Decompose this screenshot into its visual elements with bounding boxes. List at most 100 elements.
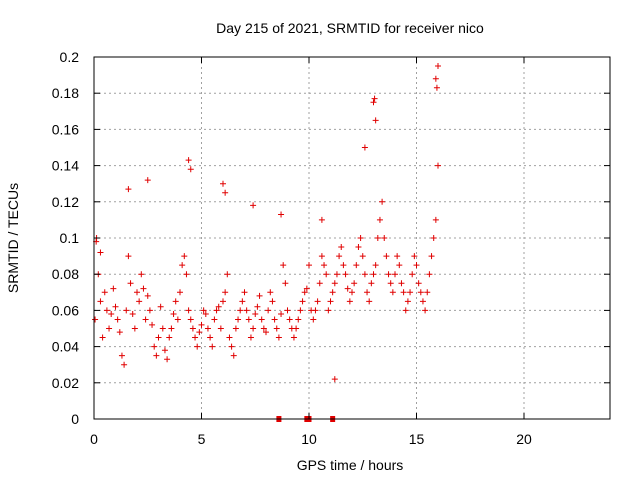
data-point	[295, 316, 302, 323]
data-point	[159, 325, 166, 332]
data-point	[396, 262, 403, 269]
data-point	[271, 316, 278, 323]
data-point	[149, 321, 156, 328]
data-point	[172, 298, 179, 305]
data-point	[256, 292, 263, 299]
x-tick-labels: 0 5 10 15 20	[90, 431, 532, 447]
data-point	[258, 316, 265, 323]
data-point	[187, 316, 194, 323]
data-point	[329, 289, 336, 296]
y-tick-label: 0.08	[52, 266, 79, 282]
data-point	[207, 334, 214, 341]
data-point	[301, 289, 308, 296]
data-point	[239, 298, 246, 305]
data-point	[164, 356, 171, 363]
axis-ticks	[93, 56, 610, 420]
data-point	[435, 63, 441, 70]
data-point	[131, 325, 138, 332]
data-point	[220, 180, 226, 187]
data-point	[118, 352, 125, 359]
data-point	[97, 298, 104, 305]
data-point	[419, 298, 426, 305]
data-point	[327, 298, 334, 305]
data-point	[235, 316, 242, 323]
data-point	[280, 262, 287, 269]
data-point	[394, 253, 401, 260]
data-point	[101, 289, 108, 296]
data-point	[108, 311, 115, 318]
y-tick-label: 0.18	[52, 85, 79, 101]
y-tick-label: 0.06	[52, 302, 79, 318]
data-point	[168, 325, 175, 332]
data-point	[422, 307, 429, 314]
data-point	[222, 189, 229, 196]
data-point	[371, 95, 378, 102]
data-point	[432, 75, 439, 82]
data-point	[381, 235, 388, 241]
data-point	[372, 262, 379, 269]
data-point	[336, 253, 343, 260]
data-point	[241, 289, 248, 296]
data-point	[230, 352, 237, 359]
data-point	[217, 325, 224, 332]
data-point	[333, 271, 340, 278]
data-point	[228, 343, 235, 350]
y-tick-label: 0.12	[52, 194, 79, 210]
data-point	[364, 289, 371, 296]
data-point	[252, 311, 259, 318]
data-point	[316, 280, 323, 287]
data-point	[404, 298, 411, 305]
grid-lines	[93, 56, 610, 420]
data-point	[155, 334, 162, 341]
data-point	[432, 216, 439, 223]
data-point	[349, 289, 355, 296]
y-tick-label: 0.2	[60, 49, 80, 65]
data-point	[359, 253, 366, 260]
data-point	[323, 271, 330, 278]
data-point	[220, 298, 226, 305]
data-point	[372, 117, 379, 124]
data-point	[247, 334, 254, 341]
data-point	[383, 253, 390, 260]
data-point	[125, 253, 132, 260]
data-point	[338, 244, 345, 251]
data-point	[411, 253, 418, 260]
data-point	[103, 307, 110, 314]
x-tick-label: 10	[301, 431, 317, 447]
data-point	[142, 316, 149, 323]
data-point	[129, 311, 136, 318]
data-point	[344, 285, 351, 292]
data-point	[254, 303, 261, 310]
data-point	[194, 343, 201, 350]
data-point	[127, 280, 134, 287]
data-point	[174, 316, 181, 323]
data-point	[361, 144, 368, 151]
x-tick-label: 0	[90, 431, 98, 447]
data-point	[112, 303, 119, 310]
data-point	[433, 84, 440, 91]
data-point	[293, 325, 300, 332]
data-point	[260, 325, 267, 332]
data-point	[435, 162, 441, 169]
data-point	[157, 303, 164, 310]
data-point	[376, 216, 383, 223]
data-point	[312, 307, 319, 314]
data-point	[346, 298, 353, 305]
data-point	[398, 280, 405, 287]
data-point	[177, 289, 183, 296]
data-point	[140, 285, 147, 292]
data-point	[226, 334, 233, 341]
data-point	[204, 325, 211, 332]
data-point	[368, 280, 375, 287]
data-point	[275, 334, 282, 341]
data-point	[116, 329, 123, 336]
data-point	[185, 307, 192, 314]
data-point	[189, 325, 196, 332]
data-point	[213, 307, 220, 314]
data-point	[366, 298, 373, 305]
data-point	[106, 325, 113, 332]
chart-title: Day 215 of 2021, SRMTID for receiver nic…	[216, 20, 484, 36]
data-point	[387, 280, 394, 287]
data-point	[181, 253, 188, 260]
data-point	[211, 316, 218, 323]
